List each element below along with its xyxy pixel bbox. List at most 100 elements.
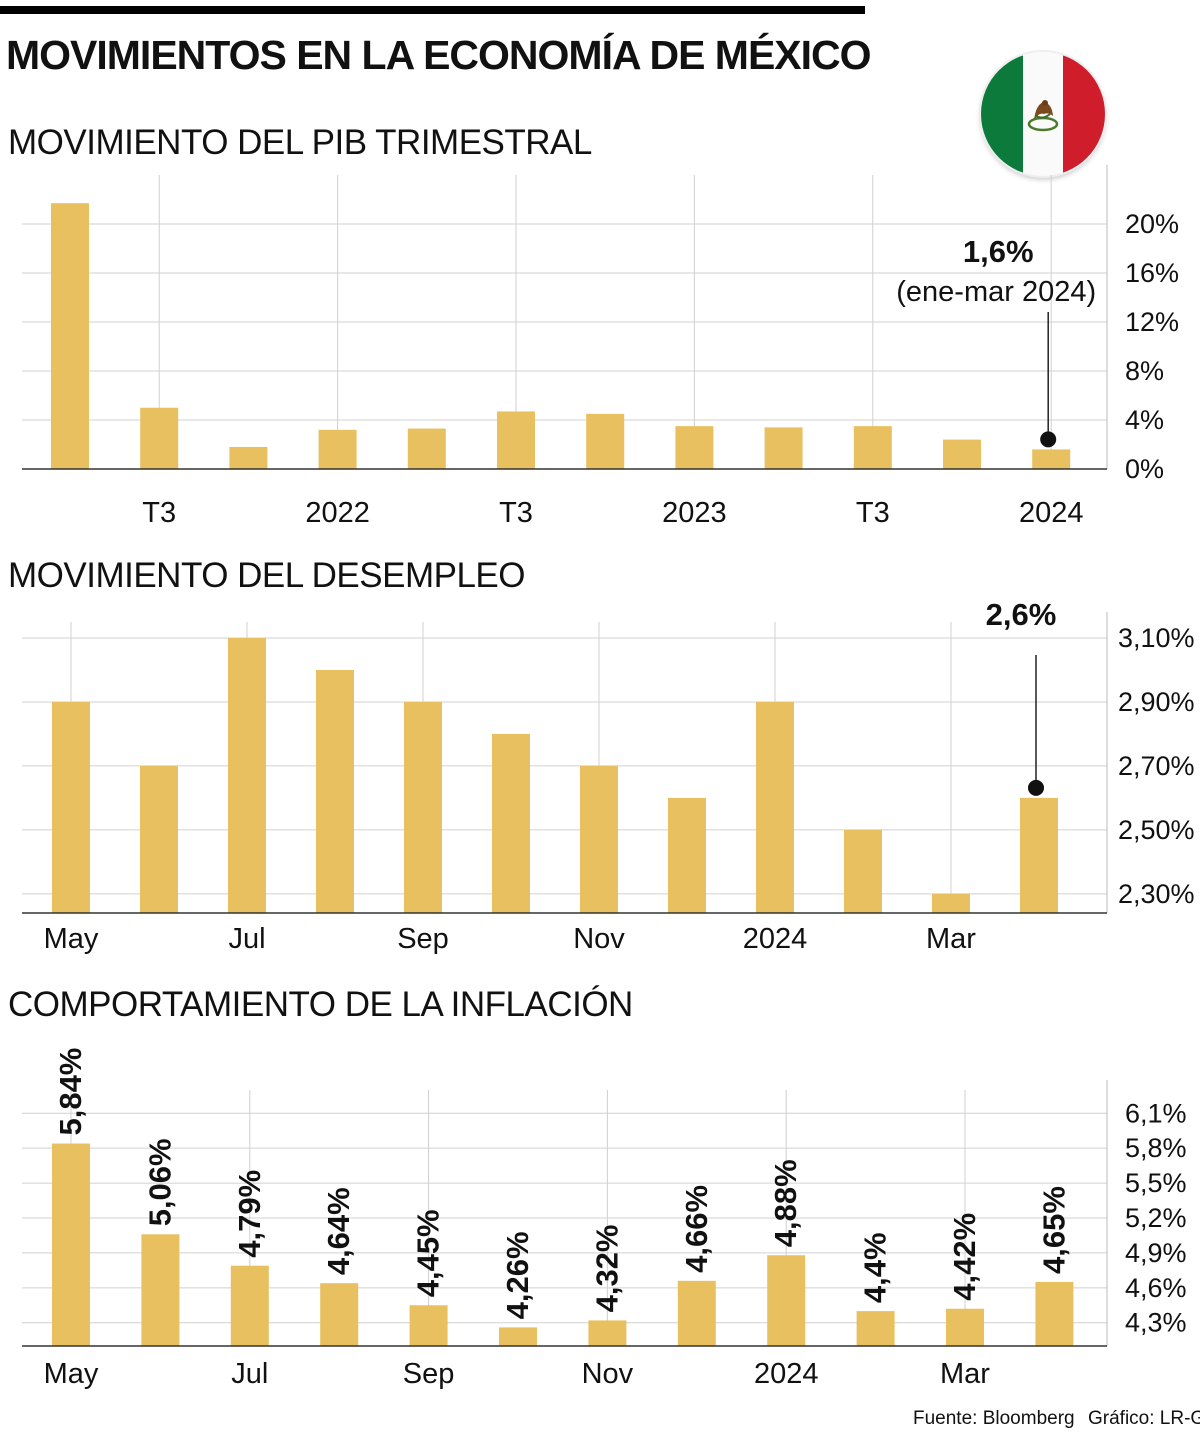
inflacion-xtick-label: Nov — [582, 1358, 634, 1390]
pib-bar — [586, 413, 625, 469]
desempleo-ytick-label: 2,70% — [1118, 751, 1195, 781]
pib-bar — [675, 426, 714, 469]
top-rule — [0, 6, 865, 14]
pib-bar — [943, 439, 981, 469]
pib-ytick-label: 16% — [1125, 258, 1179, 288]
inflacion-bar — [52, 1143, 90, 1346]
pib-annotation-value: 1,6% — [963, 234, 1034, 269]
pib-annotation-note: (ene-mar 2024) — [896, 276, 1096, 308]
inflacion-data-label: 5,06% — [142, 1138, 177, 1226]
desempleo-ytick-label: 2,50% — [1118, 815, 1195, 845]
pib-annotation-dot — [1040, 431, 1057, 448]
desempleo-bar — [580, 765, 618, 913]
desempleo-bar — [140, 765, 178, 913]
desempleo-chart-group: 2,30% 2,50% 2,70% 2,90% 3,10% May Jul Sep Nov 202… — [22, 597, 1195, 955]
desempleo-bar — [404, 701, 442, 913]
inflacion-ytick-label: 4,6% — [1125, 1273, 1187, 1303]
mexico-flag-icon — [981, 52, 1105, 176]
pib-bar — [1032, 449, 1071, 469]
inflacion-bar — [767, 1255, 806, 1346]
inflacion-bar — [499, 1327, 537, 1346]
desempleo-chart-title: MOVIMIENTO DEL DESEMPLEO — [8, 556, 526, 595]
pib-xtick-label: T3 — [142, 497, 176, 529]
inflacion-data-label: 4,4% — [858, 1232, 893, 1303]
inflacion-data-label: 4,42% — [947, 1213, 982, 1301]
inflacion-bar — [320, 1283, 359, 1346]
inflacion-bar — [946, 1308, 984, 1346]
pib-xtick-label: 2023 — [662, 497, 727, 529]
inflacion-data-label: 4,88% — [768, 1159, 803, 1247]
pib-xtick-label: T3 — [499, 497, 533, 529]
inflacion-data-label: 4,79% — [232, 1170, 267, 1258]
desempleo-xtick-label: May — [44, 923, 99, 955]
inflacion-bar — [141, 1234, 180, 1346]
pib-xtick-label: T3 — [856, 497, 890, 529]
desempleo-xtick-label: 2024 — [743, 923, 808, 955]
desempleo-xtick-label: Sep — [397, 923, 449, 955]
pib-ytick-label: 0% — [1125, 454, 1164, 484]
inflacion-ytick-label: 4,3% — [1125, 1308, 1187, 1338]
desempleo-bar — [228, 637, 266, 913]
pib-ytick-label: 12% — [1125, 307, 1179, 337]
inflacion-ytick-label: 5,8% — [1125, 1133, 1187, 1163]
desempleo-annotation-value: 2,6% — [986, 597, 1057, 632]
inflacion-chart-title: COMPORTAMIENTO DE LA INFLACIÓN — [8, 985, 633, 1024]
desempleo-bar — [492, 733, 530, 913]
desempleo-bar — [756, 701, 794, 913]
inflacion-chart-group: 4,3% 4,6% 4,9% 5,2% 5,5% 5,8% 6,1% 5,84% 5,06% 4,… — [22, 1048, 1187, 1390]
inflacion-data-label: 4,45% — [411, 1209, 446, 1297]
pib-xtick-label: 2022 — [305, 497, 370, 529]
inflacion-ytick-label: 6,1% — [1125, 1098, 1187, 1128]
inflacion-data-label: 4,65% — [1036, 1186, 1071, 1274]
pib-bar — [318, 429, 357, 469]
pib-chart-group: 0% 4% 8% 12% 16% 20% T3 2022 T3 2023 T3 2024 1,6% (en… — [22, 165, 1179, 529]
footer-source: Fuente: Bloomberg — [913, 1408, 1075, 1429]
pib-ytick-label: 20% — [1125, 209, 1179, 239]
inflacion-xtick-label: Jul — [231, 1358, 268, 1390]
pib-xtick-label: 2024 — [1019, 497, 1084, 529]
pib-ytick-label: 4% — [1125, 405, 1164, 435]
desempleo-bar — [932, 893, 970, 913]
pib-bar — [497, 411, 535, 469]
pib-bar — [764, 427, 803, 469]
desempleo-xtick-label: Nov — [573, 923, 625, 955]
pib-chart-title: MOVIMIENTO DEL PIB TRIMESTRAL — [8, 123, 592, 162]
inflacion-bar — [1035, 1282, 1074, 1346]
desempleo-ytick-label: 3,10% — [1118, 623, 1195, 653]
desempleo-bar — [1020, 797, 1058, 913]
inflacion-ytick-label: 5,2% — [1125, 1203, 1187, 1233]
pib-ytick-label: 8% — [1125, 356, 1164, 386]
desempleo-bar — [316, 669, 354, 913]
inflacion-xtick-label: 2024 — [754, 1358, 819, 1390]
desempleo-ytick-label: 2,90% — [1118, 687, 1195, 717]
desempleo-xtick-label: Jul — [228, 923, 265, 955]
inflacion-bar — [677, 1280, 716, 1346]
pib-bar — [229, 446, 268, 469]
desempleo-ytick-label: 2,30% — [1118, 879, 1195, 909]
inflacion-bar — [588, 1320, 627, 1346]
inflacion-data-label: 4,66% — [679, 1185, 714, 1273]
pib-bar — [51, 203, 89, 470]
desempleo-bar — [844, 829, 882, 913]
desempleo-xtick-label: Mar — [926, 923, 976, 955]
pib-bar — [140, 407, 179, 469]
inflacion-data-label: 4,26% — [500, 1231, 535, 1319]
pib-bar — [853, 426, 892, 469]
inflacion-bar — [409, 1305, 448, 1346]
desempleo-bar — [668, 797, 706, 913]
pib-bar — [407, 428, 446, 469]
page-title: MOVIMIENTOS EN LA ECONOMÍA DE MÉXICO — [6, 32, 872, 78]
inflacion-data-label: 4,32% — [589, 1224, 624, 1312]
inflacion-bar — [230, 1265, 269, 1346]
footer-credit: Gráfico: LR-GR — [1088, 1408, 1200, 1429]
inflacion-bar — [856, 1311, 895, 1346]
eagle-emblem-icon — [1027, 100, 1059, 132]
inflacion-data-label: 5,84% — [53, 1048, 88, 1136]
inflacion-xtick-label: May — [44, 1358, 99, 1390]
desempleo-bar — [52, 701, 90, 913]
inflacion-data-label: 4,64% — [321, 1187, 356, 1275]
inflacion-xtick-label: Mar — [940, 1358, 990, 1390]
inflacion-xtick-label: Sep — [403, 1358, 455, 1390]
desempleo-annotation-dot — [1028, 779, 1044, 796]
